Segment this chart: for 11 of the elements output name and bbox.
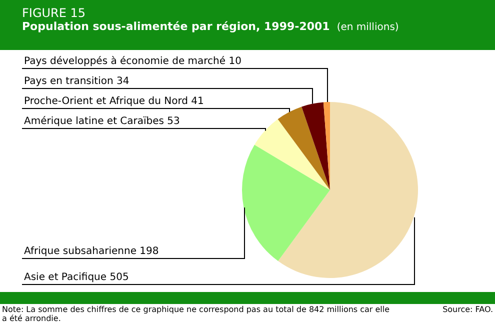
slice-label: Pays développés à économie de marché 10 [24, 56, 242, 67]
slice-label: Proche-Orient et Afrique du Nord 41 [24, 96, 204, 107]
slice-label: Afrique subsaharienne 198 [24, 246, 159, 257]
chart-title: Population sous-alimentée par région, 1999-2001 [22, 20, 330, 33]
chart-subtitle: (en millions) [336, 22, 399, 33]
slice-label: Asie et Pacifique 505 [24, 272, 129, 283]
slice-label: Amérique latine et Caraïbes 53 [24, 116, 180, 127]
caption: FIGURE 15 [22, 6, 87, 20]
source-note: Source: FAO. [442, 305, 493, 316]
text: Note: La somme des chiffres de ce graphique ne correspond pas au total de 842 millions car elle a été arrondie. [2, 305, 391, 323]
slice-label: Pays en transition 34 [24, 76, 130, 87]
